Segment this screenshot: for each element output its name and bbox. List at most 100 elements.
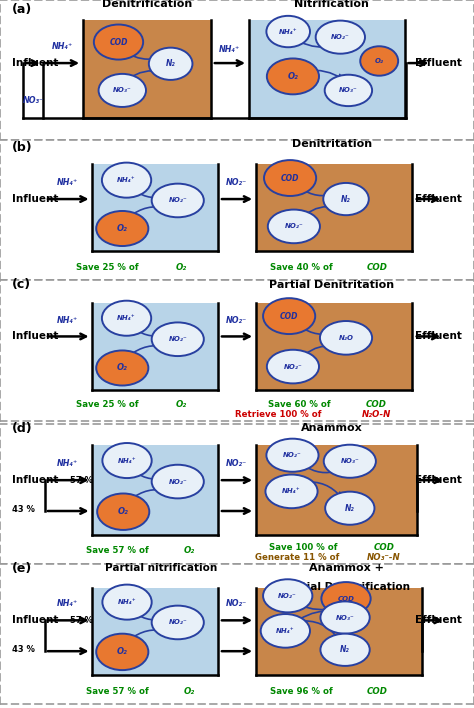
Ellipse shape	[96, 634, 148, 670]
Text: 43 %: 43 %	[12, 505, 35, 514]
Text: Denitrification: Denitrification	[102, 0, 192, 9]
Ellipse shape	[323, 183, 369, 215]
Ellipse shape	[265, 474, 318, 508]
Text: (c): (c)	[12, 278, 31, 291]
Ellipse shape	[97, 493, 149, 530]
Ellipse shape	[261, 614, 310, 648]
Text: N₂: N₂	[166, 59, 175, 68]
Text: NO₂⁻: NO₂⁻	[284, 224, 303, 229]
Ellipse shape	[263, 579, 312, 612]
Text: COD: COD	[367, 263, 388, 273]
Text: Effluent: Effluent	[415, 615, 462, 625]
Ellipse shape	[152, 322, 204, 356]
Ellipse shape	[268, 210, 320, 244]
Text: N₂: N₂	[340, 645, 350, 654]
FancyBboxPatch shape	[249, 20, 405, 118]
Text: Save 96 % of: Save 96 % of	[270, 687, 335, 696]
Text: NO₂⁻: NO₂⁻	[168, 479, 187, 484]
Text: NO₃⁻: NO₃⁻	[339, 87, 358, 93]
Text: (b): (b)	[12, 141, 33, 154]
Text: NH₄⁺: NH₄⁺	[57, 599, 78, 608]
Text: NO₂⁻: NO₂⁻	[278, 593, 297, 599]
Text: NO₂⁻: NO₂⁻	[283, 364, 302, 370]
Text: COD: COD	[367, 687, 388, 696]
Ellipse shape	[325, 75, 372, 106]
FancyBboxPatch shape	[83, 20, 211, 118]
FancyBboxPatch shape	[256, 445, 417, 535]
Text: NO₂⁻: NO₂⁻	[226, 599, 246, 608]
Text: NO₂⁻: NO₂⁻	[226, 178, 246, 187]
Text: NH₄⁺: NH₄⁺	[219, 45, 240, 54]
Ellipse shape	[102, 163, 151, 198]
Text: Generate 11 % of: Generate 11 % of	[255, 554, 342, 562]
Text: COD: COD	[365, 400, 386, 409]
Text: N₂O-N: N₂O-N	[362, 411, 392, 419]
Ellipse shape	[149, 47, 192, 80]
FancyBboxPatch shape	[92, 445, 218, 535]
Text: N₂O: N₂O	[338, 335, 354, 341]
Text: NH₄⁺: NH₄⁺	[276, 628, 295, 634]
Ellipse shape	[102, 301, 151, 336]
Text: NO₃⁻: NO₃⁻	[340, 458, 359, 464]
Text: Save 25 % of: Save 25 % of	[76, 263, 142, 273]
Text: O₂: O₂	[175, 263, 187, 273]
Text: Anammox +: Anammox +	[309, 564, 383, 573]
Text: Partial Denitritation: Partial Denitritation	[269, 280, 394, 290]
Text: O₂: O₂	[117, 224, 128, 233]
Ellipse shape	[320, 321, 372, 355]
Text: (e): (e)	[12, 562, 32, 575]
Ellipse shape	[102, 585, 152, 620]
Ellipse shape	[360, 46, 398, 76]
Text: O₂: O₂	[288, 72, 298, 81]
Text: Influent: Influent	[12, 615, 58, 625]
Text: NO₂⁻: NO₂⁻	[168, 198, 187, 203]
Text: NO₂⁻: NO₂⁻	[168, 336, 187, 342]
Text: 43 %: 43 %	[12, 645, 35, 654]
Ellipse shape	[96, 211, 148, 246]
Text: Effluent: Effluent	[415, 194, 462, 204]
Text: (d): (d)	[12, 422, 33, 435]
Ellipse shape	[264, 160, 316, 196]
Text: O₂: O₂	[184, 687, 195, 696]
Ellipse shape	[321, 582, 371, 615]
Text: Retrieve 100 % of: Retrieve 100 % of	[235, 411, 324, 419]
Text: Anammox: Anammox	[301, 423, 363, 433]
Text: O₂: O₂	[175, 400, 187, 409]
Text: Influent: Influent	[12, 475, 58, 485]
FancyBboxPatch shape	[256, 303, 412, 389]
Text: NH₄⁺: NH₄⁺	[118, 457, 137, 464]
Text: COD: COD	[337, 595, 355, 602]
Text: N₂: N₂	[341, 195, 351, 204]
Text: COD: COD	[374, 543, 394, 552]
Text: NH₄⁺: NH₄⁺	[57, 459, 78, 468]
FancyBboxPatch shape	[92, 164, 218, 251]
Text: Save 57 % of: Save 57 % of	[86, 687, 151, 696]
Text: NO₃⁻: NO₃⁻	[113, 87, 132, 93]
Text: NO₂⁻: NO₂⁻	[283, 452, 302, 458]
Ellipse shape	[152, 183, 204, 217]
Text: Effluent: Effluent	[415, 331, 462, 341]
Text: Denitritation: Denitritation	[292, 139, 372, 149]
Text: Save 57 % of: Save 57 % of	[86, 547, 151, 556]
Ellipse shape	[320, 601, 370, 634]
Text: NO₃⁻: NO₃⁻	[23, 96, 44, 105]
Ellipse shape	[267, 350, 319, 384]
Text: NH₄⁺: NH₄⁺	[57, 316, 78, 325]
Text: Save 40 % of: Save 40 % of	[270, 263, 335, 273]
FancyBboxPatch shape	[256, 164, 412, 251]
Text: NO₂⁻: NO₂⁻	[168, 620, 187, 625]
Text: Partial Denitrification: Partial Denitrification	[282, 582, 410, 592]
FancyBboxPatch shape	[92, 588, 218, 675]
Ellipse shape	[263, 298, 315, 334]
Text: O₂: O₂	[118, 507, 128, 516]
Text: NO₂⁻: NO₂⁻	[226, 459, 246, 468]
Text: NO₂⁻: NO₂⁻	[226, 316, 246, 325]
Text: Save 100 % of: Save 100 % of	[269, 543, 340, 552]
Text: O₂: O₂	[117, 363, 128, 372]
Text: COD: COD	[280, 312, 299, 321]
Ellipse shape	[324, 445, 376, 478]
Text: NH₄⁺: NH₄⁺	[117, 315, 136, 321]
Text: NH₄⁺: NH₄⁺	[118, 599, 137, 605]
Text: Effluent: Effluent	[415, 58, 462, 68]
Text: 57 %: 57 %	[70, 476, 93, 485]
